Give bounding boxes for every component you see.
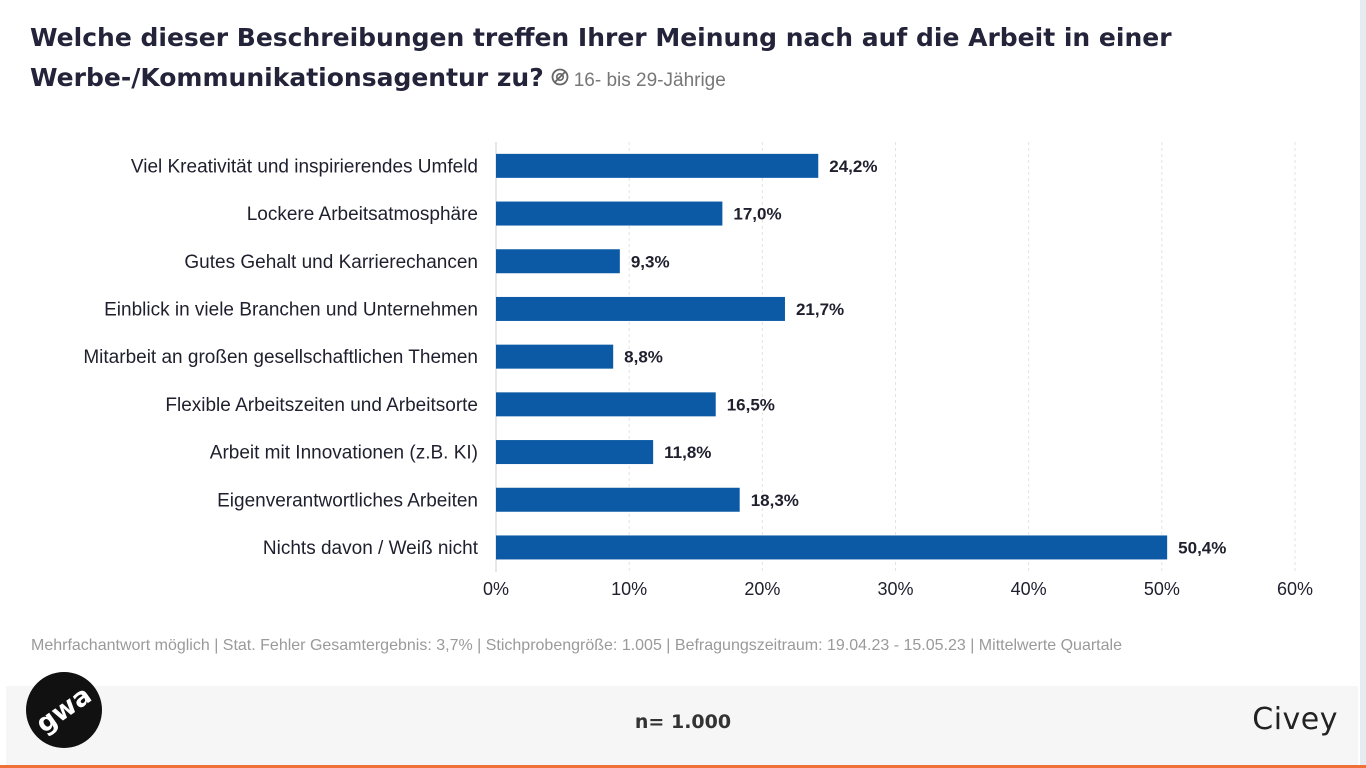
- bar: [496, 296, 785, 321]
- bar: [496, 201, 723, 226]
- bottom-bar: [6, 686, 1358, 768]
- x-tick-label: 60%: [1277, 579, 1313, 599]
- x-tick-label: 0%: [483, 579, 509, 599]
- bar: [496, 440, 654, 465]
- bar: [496, 535, 1168, 560]
- segment-filter-icon[interactable]: [550, 59, 570, 99]
- category-label: Nichts davon / Weiß nicht: [263, 538, 479, 559]
- civey-logo: Civey: [1252, 702, 1338, 737]
- bar: [496, 487, 740, 512]
- x-tick-label: 30%: [877, 579, 913, 599]
- category-label: Einblick in viele Branchen und Unternehm…: [104, 299, 478, 320]
- category-label: Gutes Gehalt und Karrierechancen: [184, 252, 478, 273]
- right-edge: [1360, 0, 1366, 768]
- category-label: Lockere Arbeitsatmosphäre: [247, 204, 478, 225]
- chart-subtitle: 16- bis 29-Jährige: [573, 70, 726, 91]
- x-tick-label: 20%: [744, 579, 780, 599]
- value-label: 21,7%: [796, 300, 844, 319]
- value-label: 16,5%: [727, 395, 775, 414]
- value-label: 11,8%: [664, 443, 711, 462]
- bar-chart: Viel Kreativität und inspirierendes Umfe…: [83, 142, 1313, 599]
- x-tick-label: 10%: [611, 579, 647, 599]
- value-label: 18,3%: [751, 491, 799, 510]
- bar: [496, 392, 716, 417]
- value-label: 17,0%: [733, 205, 781, 224]
- value-label: 9,3%: [631, 252, 670, 271]
- bar: [496, 153, 819, 178]
- bottom-edge: [0, 765, 1366, 768]
- category-label: Eigenverantwortliches Arbeiten: [217, 490, 478, 511]
- bar: [496, 249, 620, 274]
- gwa-logo: gwa: [26, 672, 102, 748]
- value-label: 8,8%: [624, 348, 663, 367]
- sample-size: n= 1.000: [634, 711, 732, 733]
- category-label: Arbeit mit Innovationen (z.B. KI): [210, 443, 478, 464]
- category-label: Flexible Arbeitszeiten und Arbeitsorte: [165, 395, 478, 416]
- footnote: Mehrfachantwort möglich | Stat. Fehler G…: [31, 637, 1122, 654]
- bar: [496, 344, 614, 369]
- category-label: Viel Kreativität und inspirierendes Umfe…: [131, 156, 478, 177]
- chart-title: Welche dieser Beschreibungen treffen Ihr…: [30, 18, 1230, 101]
- x-tick-label: 50%: [1144, 579, 1180, 599]
- x-tick-label: 40%: [1011, 579, 1047, 599]
- value-label: 50,4%: [1178, 538, 1226, 557]
- value-label: 24,2%: [829, 157, 877, 176]
- category-label: Mitarbeit an großen gesellschaftlichen T…: [83, 347, 478, 368]
- chart-title-text: Welche dieser Beschreibungen treffen Ihr…: [30, 23, 1172, 92]
